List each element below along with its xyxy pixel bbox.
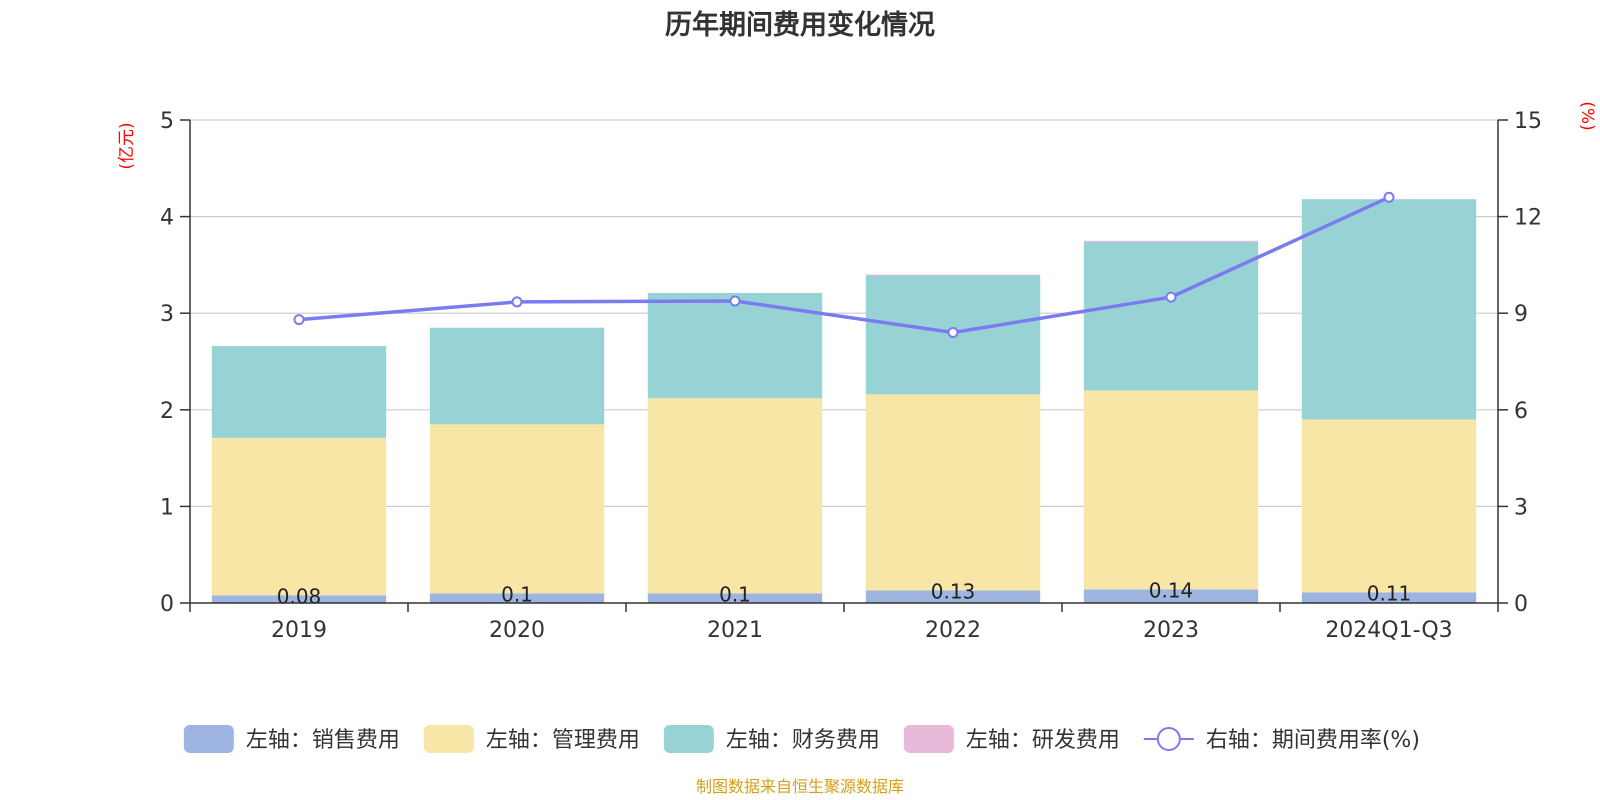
bar-segment-series-1 <box>1301 419 1477 593</box>
legend-swatch-icon <box>423 725 474 753</box>
data-label: 0.13 <box>931 579 976 603</box>
expense-rate-point <box>1383 191 1395 203</box>
expense-rate-point <box>947 327 959 339</box>
left-axis-tick-label: 5 <box>160 109 174 134</box>
right-axis-tick-label: 3 <box>1514 495 1528 520</box>
bar-segment-series-1 <box>865 394 1041 591</box>
bar-segment-series-0 <box>211 595 387 603</box>
legend-label: 左轴：财务费用 <box>726 728 880 753</box>
legend-label: 左轴：研发费用 <box>966 728 1120 753</box>
expense-rate-point <box>511 296 523 308</box>
bar-segment-series-1 <box>429 424 605 594</box>
left-axis-tick-label: 2 <box>160 399 174 424</box>
legend-label: 右轴：期间费用率(%) <box>1206 728 1420 753</box>
left-axis-tick-label: 1 <box>160 495 174 520</box>
legend-label: 左轴：销售费用 <box>246 728 400 753</box>
bars-layer: 0.08 0.1 0.1 0.13 0.14 0.11 <box>211 199 1477 608</box>
source-note: 制图数据来自恒生聚源数据库 <box>696 777 904 796</box>
legend-item[interactable]: 右轴：期间费用率(%) <box>1143 727 1420 753</box>
left-axis-tick-label: 0 <box>160 592 174 617</box>
bar-segment-series-0 <box>865 590 1041 603</box>
line-layer <box>293 191 1395 339</box>
bar-segment-series-1 <box>647 398 823 594</box>
legend-item[interactable]: 左轴：销售费用 <box>183 725 400 753</box>
x-axis-tick-label: 2023 <box>1143 618 1199 643</box>
left-axis-tick-label: 3 <box>160 302 174 327</box>
legend-marker-icon <box>1156 727 1181 751</box>
bar-segment-series-2 <box>429 327 605 425</box>
right-axis-tick-label: 15 <box>1514 109 1542 134</box>
chart-title: 历年期间费用变化情况 <box>665 9 935 41</box>
expense-rate-line <box>298 195 1390 335</box>
bar-segment-series-3 <box>1083 240 1259 242</box>
bar-segment-series-2 <box>211 346 387 438</box>
bar-segment-series-0 <box>1083 589 1259 603</box>
right-axis-tick-label: 0 <box>1514 592 1528 617</box>
bar-segment-series-1 <box>1083 390 1259 590</box>
left-axis-unit: (亿元) <box>117 122 137 169</box>
expense-rate-point <box>1165 291 1177 303</box>
grid-layer <box>190 119 1498 507</box>
x-axis-tick-label: 2024Q1-Q3 <box>1325 618 1452 643</box>
legend-swatch-icon <box>903 725 954 753</box>
expense-rate-point <box>293 314 305 326</box>
bar-segment-series-2 <box>1301 199 1477 420</box>
data-label: 0.08 <box>277 584 322 608</box>
right-axis-tick-label: 12 <box>1514 206 1542 231</box>
bar-segment-series-3 <box>865 274 1041 276</box>
right-axis-unit: (%) <box>1577 101 1597 130</box>
legend-label: 左轴：管理费用 <box>486 728 640 753</box>
legend-item[interactable]: 左轴：研发费用 <box>903 725 1120 753</box>
right-axis-tick-label: 6 <box>1514 399 1528 424</box>
data-label: 0.14 <box>1149 578 1194 602</box>
x-axis-tick-label: 2020 <box>489 618 545 643</box>
bar-segment-series-1 <box>211 437 387 596</box>
bar-segment-series-0 <box>1301 592 1477 603</box>
x-axis-tick-label: 2022 <box>925 618 981 643</box>
legend-item[interactable]: 左轴：管理费用 <box>423 725 640 753</box>
x-axis-tick-label: 2019 <box>271 618 327 643</box>
left-axis-tick-label: 4 <box>160 206 174 231</box>
x-axis-tick-label: 2021 <box>707 618 763 643</box>
right-axis-tick-label: 9 <box>1514 302 1528 327</box>
bar-segment-series-0 <box>429 593 605 603</box>
legend-swatch-icon <box>663 725 714 753</box>
expense-rate-point <box>729 295 741 307</box>
legend-item[interactable]: 左轴：财务费用 <box>663 725 880 753</box>
legend-swatch-icon <box>183 725 234 753</box>
bar-segment-series-2 <box>1083 241 1259 391</box>
data-label: 0.11 <box>1367 581 1412 605</box>
bar-segment-series-0 <box>647 593 823 603</box>
legend[interactable]: 左轴：销售费用 左轴：管理费用 左轴：财务费用 左轴：研发费用 右轴：期间费用率(%) <box>183 725 1420 753</box>
